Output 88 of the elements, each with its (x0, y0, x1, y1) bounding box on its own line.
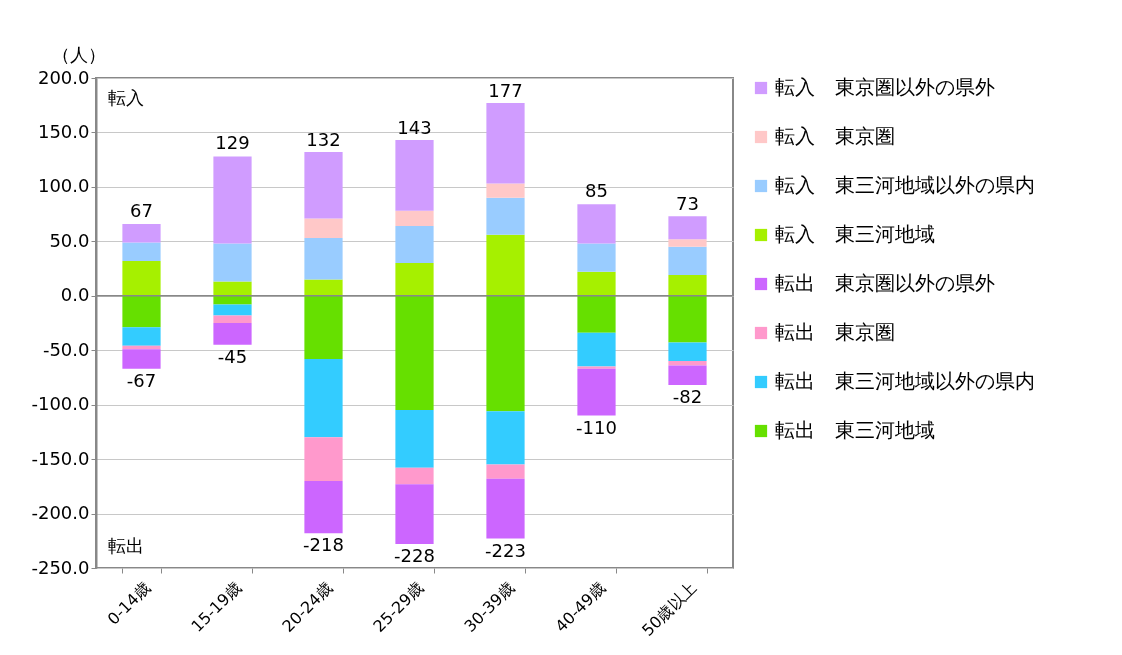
bar (122, 349, 161, 369)
y-axis-title: （人） (51, 43, 106, 65)
legend-label: 転入 東三河地域 (775, 222, 935, 246)
bar (122, 223, 161, 243)
annotation: -45 (217, 345, 248, 367)
annotation: -67 (126, 369, 157, 391)
annotation: 67 (130, 199, 153, 221)
legend-label: 転出 東京圏 (775, 320, 895, 344)
bar (486, 183, 525, 198)
bar (122, 295, 161, 328)
bar (213, 315, 252, 323)
annotation: -110 (576, 416, 617, 438)
bar (668, 239, 707, 247)
bar (486, 197, 525, 235)
bar (304, 152, 343, 219)
bar (668, 246, 707, 276)
y-tick-label: -150.0 (31, 447, 90, 469)
bar (395, 484, 434, 545)
annotation: -223 (485, 539, 526, 561)
bar (395, 263, 434, 296)
bar (304, 437, 343, 481)
bar (668, 365, 707, 386)
y-tick-label: 0.0 (60, 284, 90, 306)
legend-label: 転入 東三河地域以外の県内 (775, 173, 1035, 197)
annotation: 転入 (108, 87, 144, 108)
bar (577, 204, 616, 244)
bar (395, 295, 434, 411)
bar (486, 103, 525, 184)
x-tick-label: 50歳以上 (638, 578, 701, 640)
legend-label: 転入 東京圏 (775, 124, 895, 148)
bar (486, 234, 525, 296)
y-tick-label: 50.0 (49, 229, 90, 251)
annotation: 129 (215, 132, 250, 154)
bar (304, 358, 343, 438)
annotation: 85 (585, 180, 608, 202)
bar (395, 226, 434, 264)
bar (122, 327, 161, 346)
bar (304, 295, 343, 359)
y-tick-label: 200.0 (37, 66, 90, 88)
bar (668, 275, 707, 296)
bar (304, 238, 343, 280)
bar (213, 156, 252, 244)
bar (304, 218, 343, 239)
bar (213, 323, 252, 345)
bar (486, 411, 525, 465)
bar (213, 281, 252, 296)
bar (213, 243, 252, 282)
legend-label: 転出 東三河地域 (775, 418, 935, 442)
bar (486, 464, 525, 479)
bar (486, 478, 525, 539)
bar (213, 304, 252, 316)
bar (304, 279, 343, 296)
legend-label: 転出 東京圏以外の県外 (775, 271, 995, 295)
bar (395, 410, 434, 468)
bar (395, 467, 434, 485)
bar (577, 271, 616, 296)
annotation: 73 (676, 193, 699, 215)
bar (395, 140, 434, 211)
y-tick-label: -200.0 (31, 502, 90, 524)
bar (668, 216, 707, 240)
bar (122, 242, 161, 261)
y-tick-label: -250.0 (31, 556, 90, 578)
bar (668, 295, 707, 343)
annotation: 転出 (108, 535, 144, 556)
bar (304, 480, 343, 534)
bar (668, 342, 707, 362)
bar (577, 243, 616, 272)
bar (668, 361, 707, 366)
legend-label: 転出 東三河地域以外の県内 (775, 369, 1035, 393)
bar (577, 366, 616, 369)
y-tick-label: -100.0 (31, 393, 90, 415)
bar (577, 295, 616, 333)
bar (122, 260, 161, 296)
bar (577, 368, 616, 416)
annotation: -82 (672, 386, 703, 408)
y-tick-label: 100.0 (37, 175, 90, 197)
bar (395, 210, 434, 227)
bar (486, 295, 525, 412)
annotation: 132 (306, 129, 341, 151)
y-tick-label: 150.0 (37, 120, 90, 142)
annotation: 177 (488, 80, 523, 102)
annotation: -218 (303, 534, 344, 556)
annotation: -228 (394, 545, 435, 567)
annotation: 143 (397, 117, 432, 139)
y-tick-label: -50.0 (42, 338, 90, 360)
legend-label: 転入 東京圏以外の県外 (775, 75, 995, 99)
bar (577, 332, 616, 367)
bar (122, 345, 161, 350)
